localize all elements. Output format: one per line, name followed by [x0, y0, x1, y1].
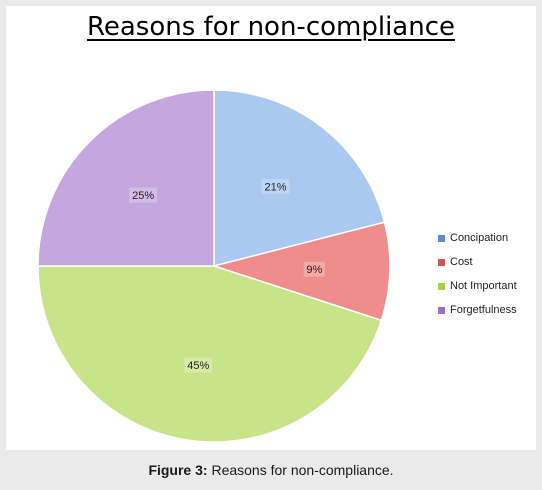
caption-label: Figure 3: [148, 462, 208, 478]
legend-item-forgetfulness: Forgetfulness [438, 298, 517, 322]
legend-swatch-cost [438, 258, 445, 266]
legend-item-cost: Cost [438, 250, 517, 274]
chart-panel: Reasons for non-compliance 21% 9% 45% 25% C… [6, 6, 536, 450]
data-label-bg-not-important [184, 357, 213, 373]
legend-label-concipation: Concipation [450, 232, 509, 244]
data-label-concipation: 21% [264, 182, 286, 194]
legend: Concipation Cost Not Important Forgetful… [438, 226, 517, 322]
chart-title-text: Reasons for non-compliance [86, 12, 455, 42]
data-label-forgetfulness: 25% [132, 190, 154, 202]
data-label-bg-concipation [261, 179, 290, 195]
legend-label-not-important: Not Important [450, 280, 517, 292]
legend-label-cost: Cost [450, 256, 473, 268]
pie-slice-forgetfulness [37, 89, 215, 267]
data-label-not-important: 45% [187, 360, 209, 372]
pie-slice-cost [211, 221, 391, 322]
legend-swatch-forgetfulness [438, 306, 445, 314]
pie-slice-not-important [37, 265, 383, 443]
data-label-cost: 9% [306, 264, 322, 276]
legend-item-not-important: Not Important [438, 274, 517, 298]
legend-swatch-concipation [438, 234, 445, 242]
figure-caption: Figure 3: Reasons for non-compliance. [0, 462, 542, 478]
chart-title: Reasons for non-compliance [6, 12, 536, 42]
pie-chart: 21% 9% 45% 25% [37, 89, 391, 443]
legend-swatch-not-important [438, 282, 445, 290]
pie-slice-concipation [213, 89, 386, 267]
legend-item-concipation: Concipation [438, 226, 517, 250]
caption-text: Reasons for non-compliance. [207, 462, 394, 478]
data-label-bg-forgetfulness [129, 187, 157, 203]
legend-label-forgetfulness: Forgetfulness [450, 304, 517, 316]
data-label-bg-cost [303, 261, 325, 277]
